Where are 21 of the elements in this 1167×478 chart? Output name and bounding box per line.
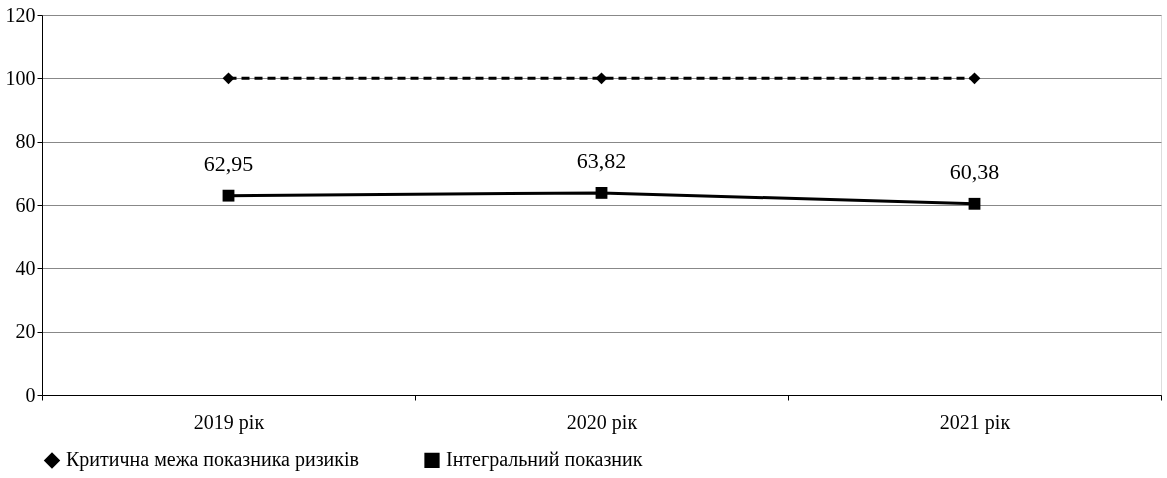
y-tick-label: 20 — [15, 320, 36, 343]
data-label: 60,38 — [949, 158, 1000, 184]
y-tick-label: 100 — [5, 66, 36, 89]
y-tick-label: 80 — [15, 130, 36, 153]
y-tick-label: 60 — [15, 193, 36, 216]
legend-label: Критична межа показника ризиків — [66, 448, 359, 472]
y-tick-label: 0 — [25, 383, 36, 406]
data-label: 62,95 — [203, 150, 254, 176]
x-tick-label: 2020 рік — [566, 410, 638, 434]
point — [595, 186, 608, 199]
point — [222, 72, 235, 85]
point — [968, 72, 981, 85]
y-tick-label: 120 — [5, 3, 36, 26]
x-tick-label: 2021 рік — [939, 410, 1011, 434]
x-tick-label: 2019 рік — [193, 410, 265, 434]
y-tick-label: 40 — [15, 256, 36, 279]
legend-label: Інтегральний показник — [446, 448, 643, 472]
point — [595, 72, 608, 85]
data-label: 63,82 — [576, 147, 627, 173]
point — [222, 189, 235, 202]
point — [968, 197, 981, 210]
